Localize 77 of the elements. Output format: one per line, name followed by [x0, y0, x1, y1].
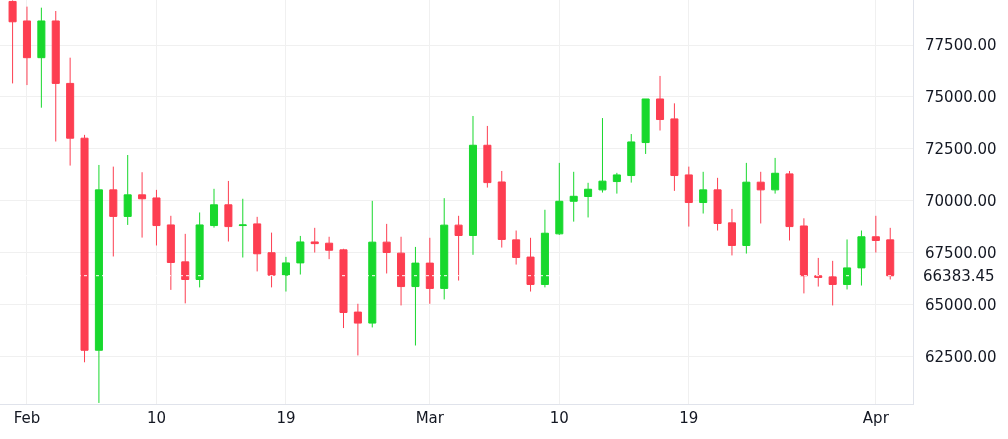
candlestick: [94, 164, 103, 404]
candlestick: [584, 182, 593, 218]
candlestick: [799, 217, 808, 294]
candlestick: [771, 157, 780, 195]
y-tick-label: 70000.00: [925, 191, 997, 210]
candlestick: [325, 236, 334, 260]
y-tick-label: 77500.00: [925, 36, 997, 55]
x-tick-label: Feb: [13, 409, 41, 427]
candlestick: [785, 170, 794, 241]
candlestick: [713, 177, 722, 232]
x-tick-label: 10: [146, 409, 167, 427]
candlestick: [483, 125, 492, 189]
candlestick: [612, 172, 621, 195]
candlestick: [468, 115, 478, 256]
x-tick-label: Mar: [415, 409, 445, 427]
candlestick: [310, 227, 319, 254]
candlestick: [684, 166, 693, 228]
candlestick: [238, 198, 247, 259]
candlestick: [440, 197, 449, 300]
candlestick: [8, 0, 17, 84]
candlestick: [411, 246, 420, 346]
y-tick-label: 62500.00: [925, 347, 997, 366]
candlestick: [641, 98, 650, 155]
candlestick: [656, 75, 665, 132]
candlestick: [353, 303, 362, 356]
candlestick: [66, 57, 75, 167]
candlestick: [454, 215, 463, 282]
candlestick: [397, 236, 406, 306]
candlestick: [339, 248, 348, 329]
candlestick: [382, 223, 391, 274]
candlestick: [497, 170, 506, 249]
y-tick-label: 75000.00: [925, 88, 997, 107]
candlestick: [540, 209, 549, 288]
x-tick-label: 19: [276, 409, 296, 427]
candlestick: [814, 257, 823, 288]
candlestick: [569, 171, 578, 223]
ref-line-label: 66383.45: [923, 267, 995, 285]
candlestick: [670, 102, 679, 192]
candlestick: [828, 260, 837, 306]
x-tick-label: Apr: [862, 409, 890, 427]
candlestick: [598, 117, 607, 194]
candlestick: [756, 171, 765, 224]
candlestick: [224, 180, 233, 243]
candlestick: [51, 10, 60, 143]
candlestick: [368, 200, 377, 328]
candlestick: [253, 216, 262, 272]
candlestick: [555, 162, 564, 236]
y-tick-label: 72500.00: [925, 140, 997, 159]
candlestick: [871, 215, 880, 254]
candlestick: [742, 162, 751, 255]
x-tick-label: 19: [679, 409, 699, 427]
candlestick: [209, 188, 219, 229]
candlestick: [138, 171, 147, 239]
candlestick: [109, 166, 118, 257]
candlestick: [512, 230, 521, 266]
candlestick: [886, 227, 895, 280]
candlestick: [166, 215, 175, 291]
candlestick: [267, 232, 276, 288]
y-tick-label: 67500.00: [925, 243, 997, 262]
candlestick: [152, 189, 161, 246]
candlestick: [843, 238, 852, 290]
candlestick: [181, 233, 190, 304]
candlestick: [425, 237, 434, 305]
candlestick: [37, 7, 46, 109]
candlestick: [281, 256, 290, 293]
candlestick: [195, 211, 204, 288]
candlestick: [22, 6, 31, 86]
x-tick-label: 10: [549, 409, 569, 427]
candlestick: [80, 134, 89, 363]
candlestick: [727, 208, 736, 256]
candlestick: [296, 235, 305, 276]
candlestick: [627, 133, 636, 184]
y-tick-label: 65000.00: [925, 295, 997, 314]
candlestick: [699, 171, 708, 215]
candlestick: [123, 154, 132, 226]
candlestick: [857, 230, 866, 287]
candlestick: [526, 237, 535, 293]
